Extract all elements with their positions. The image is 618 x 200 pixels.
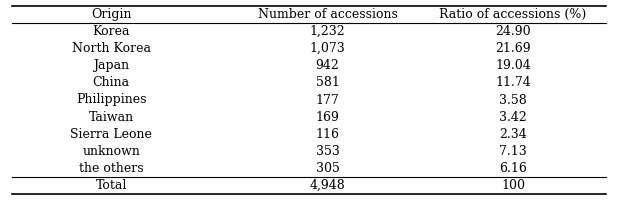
- Text: 353: 353: [316, 145, 339, 158]
- Text: 7.13: 7.13: [499, 145, 527, 158]
- Text: 11.74: 11.74: [495, 76, 531, 89]
- Text: 21.69: 21.69: [495, 42, 531, 55]
- Text: Number of accessions: Number of accessions: [258, 8, 397, 21]
- Text: Korea: Korea: [93, 25, 130, 38]
- Text: Ratio of accessions (%): Ratio of accessions (%): [439, 8, 586, 21]
- Text: China: China: [93, 76, 130, 89]
- Text: 169: 169: [316, 111, 339, 124]
- Text: North Korea: North Korea: [72, 42, 151, 55]
- Text: the others: the others: [79, 162, 143, 175]
- Text: 1,232: 1,232: [310, 25, 345, 38]
- Text: Sierra Leone: Sierra Leone: [70, 128, 152, 141]
- Text: Japan: Japan: [93, 59, 129, 72]
- Text: 1,073: 1,073: [310, 42, 345, 55]
- Text: 116: 116: [316, 128, 339, 141]
- Text: Total: Total: [96, 179, 127, 192]
- Text: 100: 100: [501, 179, 525, 192]
- Text: 24.90: 24.90: [495, 25, 531, 38]
- Text: 3.58: 3.58: [499, 94, 527, 106]
- Text: unknown: unknown: [82, 145, 140, 158]
- Text: 305: 305: [316, 162, 339, 175]
- Text: 177: 177: [316, 94, 339, 106]
- Text: 3.42: 3.42: [499, 111, 527, 124]
- Text: Taiwan: Taiwan: [88, 111, 134, 124]
- Text: Philippines: Philippines: [76, 94, 146, 106]
- Text: 2.34: 2.34: [499, 128, 527, 141]
- Text: 6.16: 6.16: [499, 162, 527, 175]
- Text: 942: 942: [316, 59, 339, 72]
- Text: 581: 581: [316, 76, 339, 89]
- Text: 4,948: 4,948: [310, 179, 345, 192]
- Text: Origin: Origin: [91, 8, 132, 21]
- Text: 19.04: 19.04: [495, 59, 531, 72]
